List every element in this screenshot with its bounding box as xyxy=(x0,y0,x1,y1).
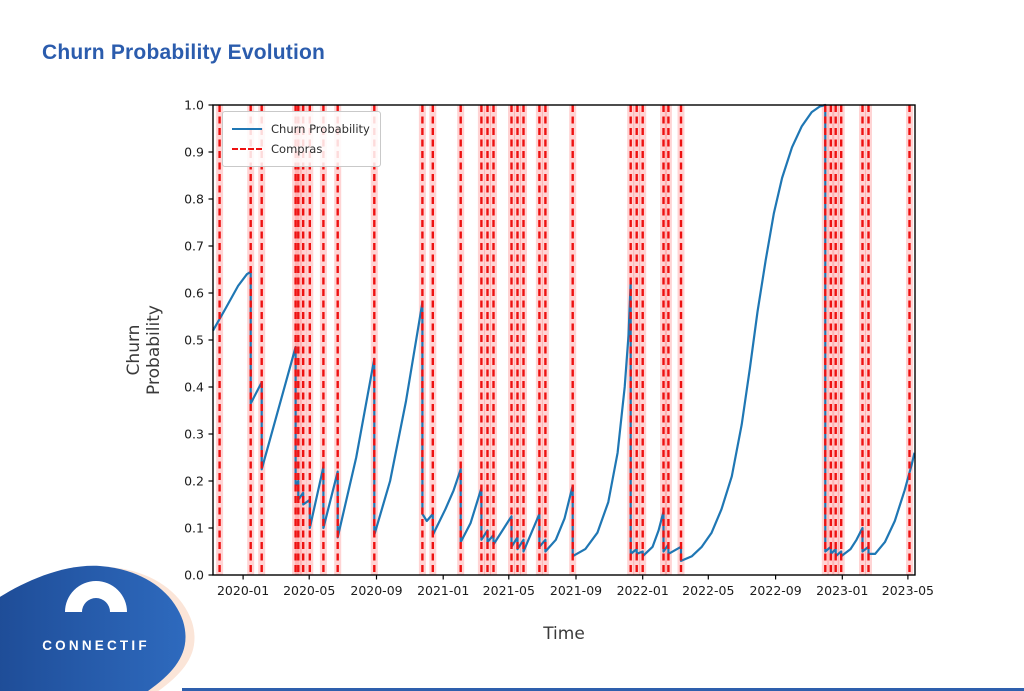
chart-legend: Churn Probability Compras xyxy=(222,111,381,167)
x-tick-label: 2020-05 xyxy=(283,583,335,598)
legend-entry-compras: Compras xyxy=(232,139,370,159)
y-tick-label: 1.0 xyxy=(184,98,204,113)
solid-line-swatch-icon xyxy=(232,128,262,130)
x-tick-label: 2021-05 xyxy=(483,583,535,598)
y-tick-label: 0.9 xyxy=(184,145,204,160)
connectif-logo: CONNECTIF xyxy=(0,565,195,691)
x-tick-label: 2023-05 xyxy=(882,583,934,598)
x-tick-label: 2022-05 xyxy=(682,583,734,598)
legend-label: Compras xyxy=(271,142,323,156)
connectif-arch-icon xyxy=(65,581,127,612)
churn-probability-line xyxy=(212,103,916,563)
logo-blob-shape xyxy=(0,565,186,691)
x-tick-label: 2021-01 xyxy=(417,583,469,598)
y-tick-label: 0.0 xyxy=(184,568,204,583)
page-title: Churn Probability Evolution xyxy=(42,41,326,64)
x-tick-label: 2022-09 xyxy=(749,583,801,598)
y-axis-label: Churn Probability xyxy=(124,305,164,395)
x-tick-label: 2020-01 xyxy=(217,583,269,598)
x-tick-label: 2022-01 xyxy=(617,583,669,598)
y-tick-label: 0.1 xyxy=(184,521,204,536)
bottom-accent-bar xyxy=(182,688,1024,691)
x-tick-label: 2020-09 xyxy=(350,583,402,598)
plot-frame xyxy=(212,104,916,576)
y-tick-label: 0.3 xyxy=(184,427,204,442)
y-tick-label: 0.5 xyxy=(184,333,204,348)
y-tick-label: 0.2 xyxy=(184,474,204,489)
y-tick-label: 0.7 xyxy=(184,239,204,254)
x-tick-label: 2021-09 xyxy=(550,583,602,598)
x-tick-label: 2023-01 xyxy=(816,583,868,598)
y-tick-label: 0.8 xyxy=(184,192,204,207)
dashed-line-swatch-icon xyxy=(232,148,262,150)
brand-wordmark: CONNECTIF xyxy=(42,638,150,653)
legend-label: Churn Probability xyxy=(271,122,370,136)
legend-entry-churn-probability: Churn Probability xyxy=(232,119,370,139)
y-tick-label: 0.4 xyxy=(184,380,204,395)
x-axis-label: Time xyxy=(543,624,585,644)
y-tick-label: 0.6 xyxy=(184,286,204,301)
